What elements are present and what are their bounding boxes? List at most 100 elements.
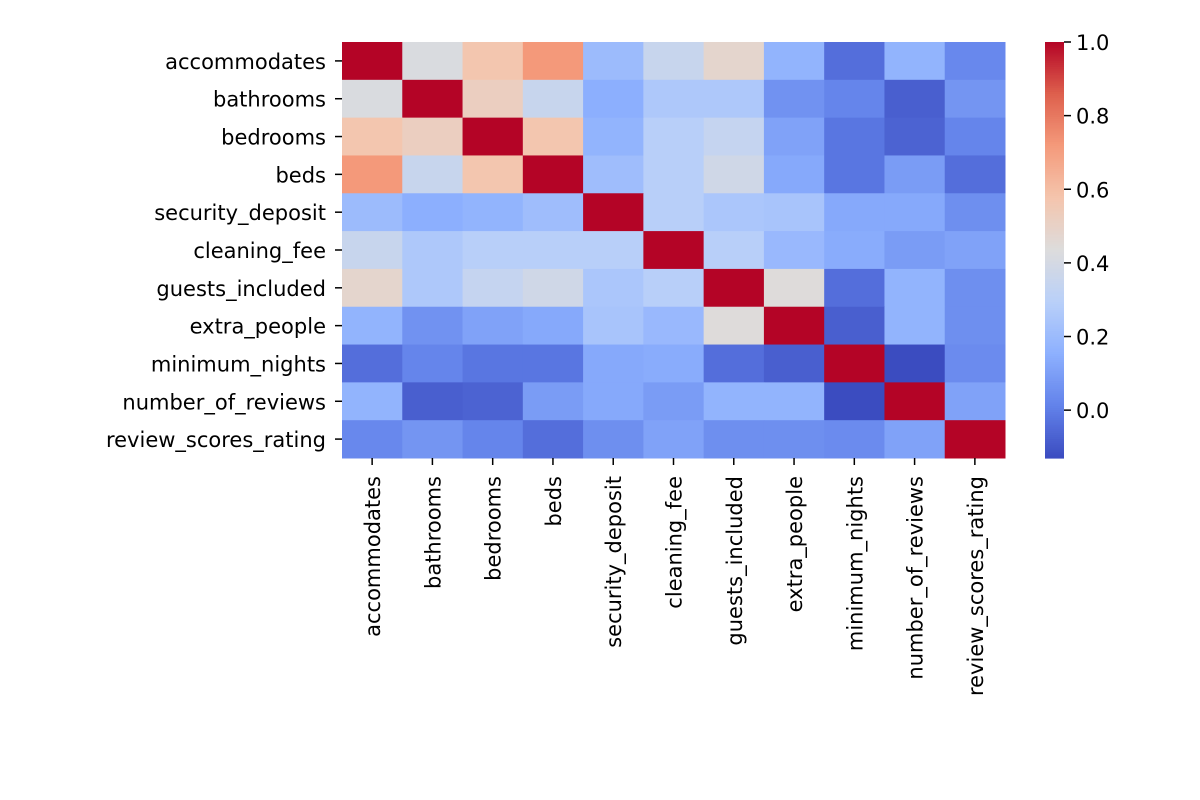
colorbar-segment — [1045, 133, 1064, 137]
heatmap-cell-security_deposit-beds — [522, 193, 584, 232]
heatmap-cell-review_scores_rating-security_deposit — [583, 420, 644, 459]
colorbar-segment — [1045, 322, 1064, 326]
colorbar-segment — [1045, 239, 1064, 243]
colorbar-segment — [1045, 262, 1064, 266]
heatmap-cell-bathrooms-security_deposit — [583, 79, 644, 119]
colorbar-segment — [1045, 79, 1064, 83]
colorbar-segment — [1045, 414, 1064, 417]
y-tick-label: guests_included — [156, 277, 326, 302]
colorbar-segment — [1045, 449, 1064, 453]
colorbar-segment — [1045, 231, 1064, 234]
heatmap-cell-number_of_reviews-number_of_reviews — [884, 382, 946, 421]
colorbar-segment — [1045, 354, 1064, 357]
colorbar-segment — [1045, 260, 1064, 264]
heatmap-cell-minimum_nights-minimum_nights — [824, 344, 885, 383]
colorbar-segment — [1045, 422, 1064, 426]
colorbar-segment — [1045, 306, 1064, 309]
heatmap-cell-beds-bathrooms — [402, 155, 464, 194]
heatmap-cell-security_deposit-bathrooms — [402, 193, 464, 232]
colorbar-segment — [1045, 443, 1064, 447]
heatmap-cell-bedrooms-number_of_reviews — [884, 117, 946, 156]
heatmap-cell-cleaning_fee-cleaning_fee — [643, 231, 705, 270]
colorbar-segment — [1045, 360, 1064, 363]
heatmap-cell-security_deposit-accommodates — [342, 193, 403, 232]
colorbar-segment — [1045, 123, 1064, 126]
heatmap-cell-number_of_reviews-review_scores_rating — [944, 382, 1006, 421]
colorbar-segment — [1045, 451, 1064, 455]
colorbar-segment — [1045, 52, 1064, 56]
heatmap-cell-bathrooms-cleaning_fee — [643, 79, 705, 119]
colorbar-segment — [1045, 204, 1064, 207]
heatmap-cell-cleaning_fee-bathrooms — [402, 231, 464, 270]
colorbar-segment — [1045, 229, 1064, 232]
colorbar-segment — [1045, 285, 1064, 289]
heatmap-cell-number_of_reviews-guests_included — [703, 382, 765, 421]
colorbar-segment — [1045, 302, 1064, 305]
heatmap-cell-bedrooms-extra_people — [763, 117, 825, 156]
colorbar-segment — [1045, 104, 1064, 108]
colorbar-segment — [1045, 50, 1064, 53]
colorbar-segment — [1045, 227, 1064, 230]
colorbar-segment — [1045, 89, 1064, 93]
heatmap-cell-review_scores_rating-guests_included — [703, 420, 765, 459]
colorbar-segment — [1045, 435, 1064, 438]
x-tick-label: minimum_nights — [843, 476, 868, 651]
heatmap-cell-bathrooms-extra_people — [763, 79, 825, 119]
colorbar-segment — [1045, 272, 1064, 276]
colorbar-segment — [1045, 339, 1064, 343]
colorbar-segment — [1045, 170, 1064, 174]
colorbar-segment — [1045, 343, 1064, 347]
colorbar-segment — [1045, 241, 1064, 245]
heatmap-cell-accommodates-guests_included — [703, 42, 765, 81]
colorbar-segment — [1045, 237, 1064, 241]
colorbar-segment — [1045, 258, 1064, 261]
heatmap-cell-cleaning_fee-beds — [522, 231, 584, 270]
heatmap-cell-accommodates-minimum_nights — [824, 42, 885, 81]
colorbar-segment — [1045, 185, 1064, 189]
heatmap-cell-guests_included-guests_included — [703, 268, 765, 308]
colorbar-segment — [1045, 187, 1064, 191]
colorbar-segment — [1045, 148, 1064, 151]
x-tick-label: bathrooms — [421, 476, 445, 589]
colorbar-segment — [1045, 341, 1064, 345]
x-tick-label: accommodates — [361, 476, 385, 637]
heatmap-cell-bathrooms-beds — [522, 79, 584, 119]
colorbar-segment — [1045, 77, 1064, 81]
colorbar-segment — [1045, 94, 1064, 97]
heatmap-cell-minimum_nights-cleaning_fee — [643, 344, 705, 383]
heatmap-cell-bathrooms-accommodates — [342, 79, 403, 119]
colorbar-segment — [1045, 274, 1064, 278]
heatmap-cell-cleaning_fee-security_deposit — [583, 231, 644, 270]
heatmap-cell-extra_people-guests_included — [703, 306, 765, 346]
colorbar-segment — [1045, 83, 1064, 87]
colorbar-segment — [1045, 310, 1064, 313]
heatmap-cell-accommodates-accommodates — [342, 42, 403, 81]
colorbar-segment — [1045, 141, 1064, 145]
colorbar-segment — [1045, 441, 1064, 445]
heatmap-cell-review_scores_rating-extra_people — [763, 420, 825, 459]
colorbar-segment — [1045, 202, 1064, 205]
colorbar-segment — [1045, 56, 1064, 60]
heatmap-cell-cleaning_fee-number_of_reviews — [884, 231, 946, 270]
heatmap-cell-cleaning_fee-bedrooms — [462, 231, 524, 270]
heatmap-cell-bathrooms-minimum_nights — [824, 79, 885, 119]
heatmap-cell-extra_people-bathrooms — [402, 306, 464, 346]
colorbar-segment — [1045, 297, 1064, 301]
colorbar-tick-label: 1.0 — [1076, 31, 1109, 55]
colorbar-segment — [1045, 112, 1064, 116]
colorbar-segment — [1045, 368, 1064, 372]
colorbar-segment — [1045, 152, 1064, 155]
colorbar-segment — [1045, 96, 1064, 99]
colorbar-segment — [1045, 331, 1064, 334]
colorbar-segment — [1045, 216, 1064, 220]
heatmap-cell-number_of_reviews-security_deposit — [583, 382, 644, 421]
heatmap-cell-accommodates-bathrooms — [402, 42, 464, 81]
colorbar-segment — [1045, 191, 1064, 195]
colorbar-segment — [1045, 44, 1064, 47]
heatmap-cell-guests_included-extra_people — [763, 268, 825, 308]
colorbar-segment — [1045, 220, 1064, 224]
x-tick-label: number_of_reviews — [904, 476, 929, 680]
colorbar-segment — [1045, 283, 1064, 286]
heatmap-cell-bathrooms-review_scores_rating — [944, 79, 1006, 119]
